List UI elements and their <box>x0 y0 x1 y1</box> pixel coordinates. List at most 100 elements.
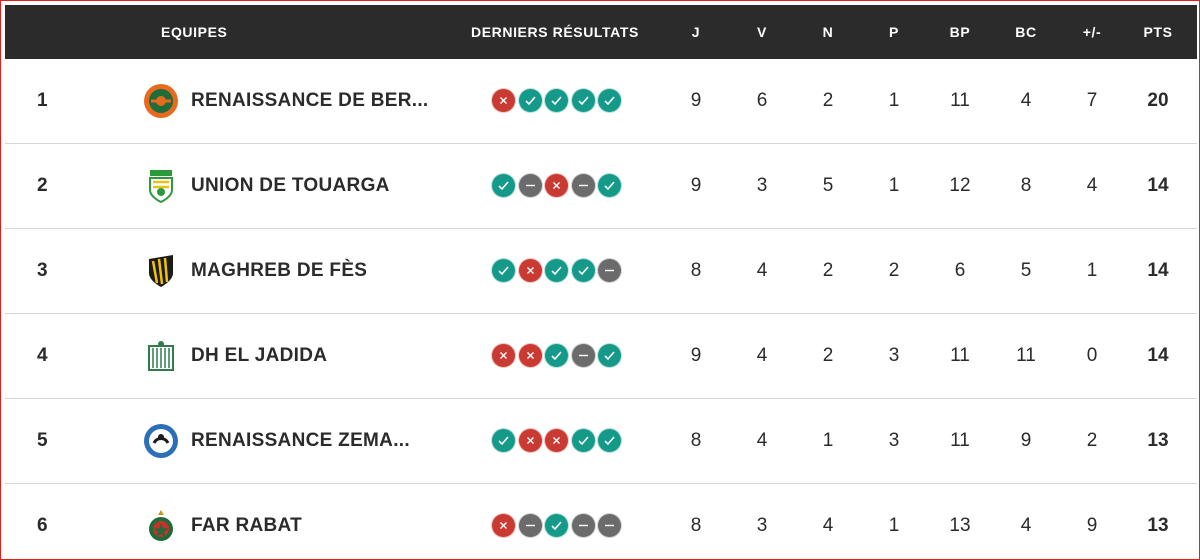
win-check-icon <box>597 343 622 368</box>
table-body: 1 RENAISSANCE DE BER... 9 6 2 1 11 4 7 20 2 UNION D… <box>5 59 1197 559</box>
mas-crest-icon <box>143 253 179 289</box>
stat-pts: 13 <box>1147 515 1169 536</box>
win-check-icon <box>597 428 622 453</box>
dhj-crest-icon <box>143 338 179 374</box>
standings-table: EQUIPES DERNIERS RÉSULTATS J V N P BP BC… <box>5 5 1197 559</box>
stat-n: 2 <box>822 260 834 281</box>
stat-v: 4 <box>756 260 768 281</box>
header-bc: BC <box>1015 24 1037 40</box>
recent-form <box>491 258 624 284</box>
win-check-icon <box>544 513 569 538</box>
stat-n: 4 <box>822 515 834 536</box>
stat-bc: 11 <box>1016 345 1036 366</box>
team-name[interactable]: DH EL JADIDA <box>191 345 328 366</box>
header-form: DERNIERS RÉSULTATS <box>471 24 639 40</box>
stat-bc: 9 <box>1020 430 1032 451</box>
win-check-icon <box>491 173 516 198</box>
stat-bc: 4 <box>1020 515 1032 536</box>
header-team: EQUIPES <box>161 24 228 40</box>
team-name[interactable]: UNION DE TOUARGA <box>191 175 390 196</box>
draw-icon <box>570 173 596 198</box>
win-check-icon <box>544 88 569 113</box>
draw-icon <box>570 343 596 368</box>
team-name[interactable]: RENAISSANCE ZEMA... <box>191 430 410 451</box>
stat-v: 4 <box>756 430 768 451</box>
stat-bp: 11 <box>950 430 970 451</box>
loss-cross-icon <box>491 88 516 113</box>
stat-bp: 13 <box>949 515 971 536</box>
header-v: V <box>757 24 767 40</box>
recent-form <box>491 513 624 539</box>
draw-icon <box>517 513 543 538</box>
rank: 5 <box>37 430 48 451</box>
draw-icon <box>570 513 596 538</box>
stat-pts: 14 <box>1147 175 1169 196</box>
win-check-icon <box>491 428 516 453</box>
stat-n: 1 <box>822 430 834 451</box>
rank: 3 <box>37 260 48 281</box>
win-check-icon <box>597 173 622 198</box>
stat-bc: 4 <box>1020 90 1032 111</box>
stat-diff: 0 <box>1086 345 1098 366</box>
stat-p: 3 <box>888 345 900 366</box>
win-check-icon <box>517 88 543 113</box>
stat-n: 2 <box>822 345 834 366</box>
loss-cross-icon <box>491 513 516 538</box>
win-check-icon <box>570 258 596 283</box>
recent-form <box>491 173 624 199</box>
stat-pts: 20 <box>1147 90 1169 111</box>
team-name[interactable]: RENAISSANCE DE BER... <box>191 90 429 111</box>
stat-diff: 4 <box>1086 175 1098 196</box>
stat-pts: 14 <box>1147 260 1169 281</box>
table-row[interactable]: 4 DH EL JADIDA 9 4 2 3 11 11 0 14 <box>5 314 1197 399</box>
stat-j: 9 <box>690 175 702 196</box>
header-p: P <box>889 24 899 40</box>
stat-bc: 5 <box>1020 260 1032 281</box>
stat-diff: 7 <box>1086 90 1098 111</box>
table-header: EQUIPES DERNIERS RÉSULTATS J V N P BP BC… <box>5 5 1197 59</box>
draw-icon <box>517 173 543 198</box>
header-j: J <box>691 24 701 40</box>
win-check-icon <box>570 88 596 113</box>
rcz-crest-icon <box>143 423 179 459</box>
stat-j: 9 <box>690 345 702 366</box>
loss-cross-icon <box>544 173 569 198</box>
stat-p: 3 <box>888 430 900 451</box>
win-check-icon <box>491 258 516 283</box>
win-check-icon <box>544 343 569 368</box>
draw-icon <box>597 258 622 283</box>
stat-v: 4 <box>756 345 768 366</box>
rank: 1 <box>37 90 48 111</box>
loss-cross-icon <box>517 428 543 453</box>
stat-bc: 8 <box>1020 175 1032 196</box>
recent-form <box>491 428 624 454</box>
stat-diff: 9 <box>1086 515 1098 536</box>
stat-j: 8 <box>690 260 702 281</box>
recent-form <box>491 88 624 114</box>
uts-crest-icon <box>143 168 179 204</box>
team-name[interactable]: MAGHREB DE FÈS <box>191 260 368 281</box>
stat-v: 3 <box>756 515 768 536</box>
stat-v: 6 <box>756 90 768 111</box>
draw-icon <box>597 513 622 538</box>
table-row[interactable]: 5 RENAISSANCE ZEMA... 8 4 1 3 11 9 2 13 <box>5 399 1197 484</box>
loss-cross-icon <box>544 428 569 453</box>
stat-p: 1 <box>888 515 900 536</box>
stat-p: 2 <box>888 260 900 281</box>
far-crest-icon <box>143 508 179 544</box>
team-name[interactable]: FAR RABAT <box>191 515 303 536</box>
stat-p: 1 <box>888 90 900 111</box>
stat-v: 3 <box>756 175 768 196</box>
stat-p: 1 <box>888 175 900 196</box>
stat-pts: 13 <box>1147 430 1169 451</box>
table-row[interactable]: 2 UNION DE TOUARGA 9 3 5 1 12 8 4 14 <box>5 144 1197 229</box>
table-row[interactable]: 6 FAR RABAT 8 3 4 1 13 4 9 13 <box>5 484 1197 559</box>
loss-cross-icon <box>491 343 516 368</box>
stat-j: 9 <box>690 90 702 111</box>
table-row[interactable]: 1 RENAISSANCE DE BER... 9 6 2 1 11 4 7 20 <box>5 59 1197 144</box>
table-row[interactable]: 3 MAGHREB DE FÈS 8 4 2 2 6 5 1 14 <box>5 229 1197 314</box>
rsb-crest-icon <box>143 83 179 119</box>
stat-j: 8 <box>690 430 702 451</box>
win-check-icon <box>570 428 596 453</box>
